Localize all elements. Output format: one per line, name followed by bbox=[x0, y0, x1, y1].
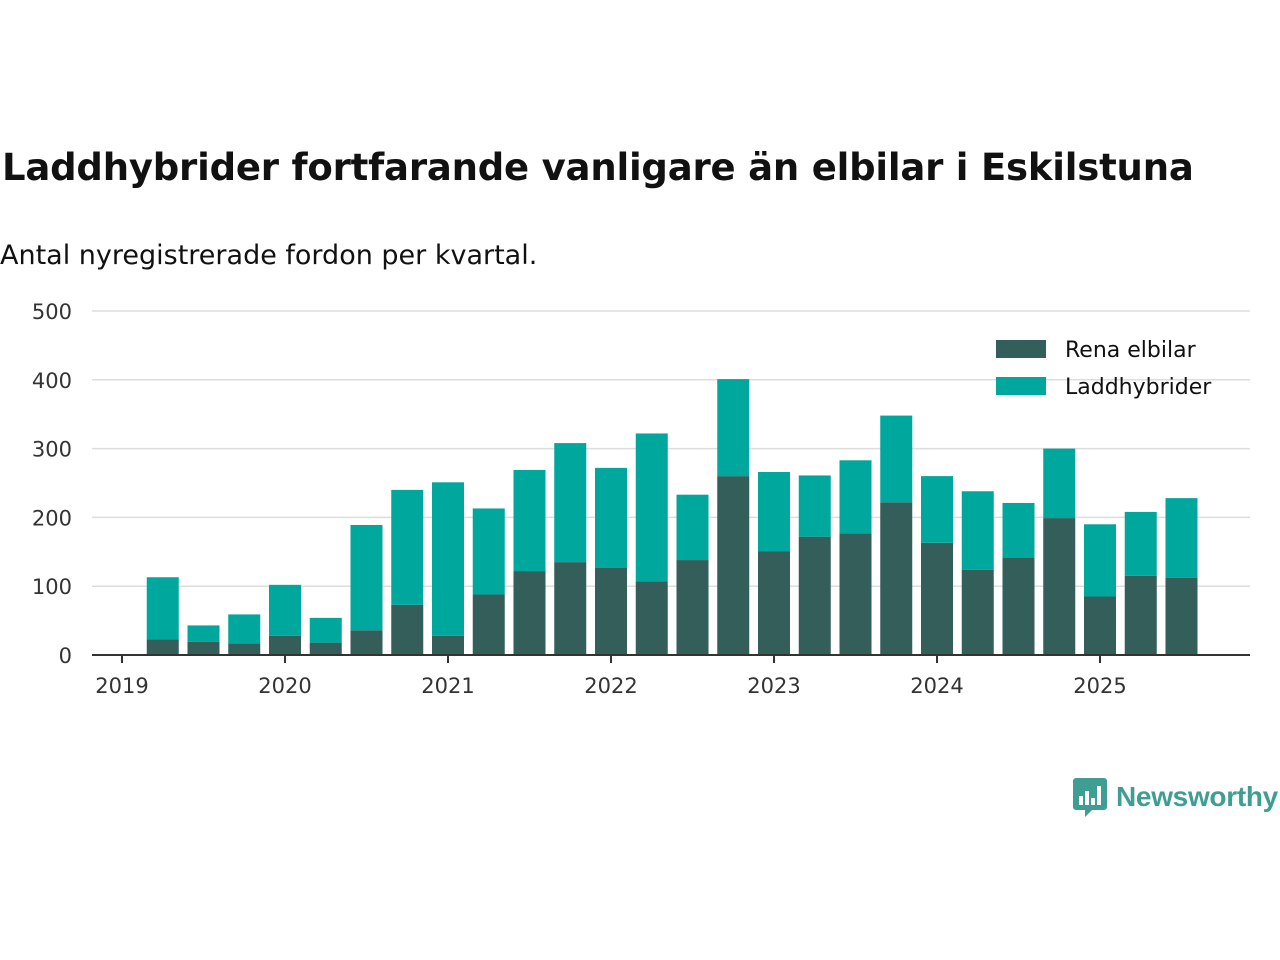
brand-name: Newsworthy bbox=[1116, 781, 1278, 812]
bar-rena-elbilar-2024-Q3 bbox=[1002, 557, 1035, 655]
legend-label-rena-elbilar: Rena elbilar bbox=[1065, 338, 1197, 363]
bar-laddhybrider-2024-Q3 bbox=[1002, 502, 1035, 558]
bar-laddhybrider-2021-Q2 bbox=[472, 508, 505, 595]
legend: Rena elbilar Laddhybrider bbox=[996, 338, 1212, 400]
bar-laddhybrider-2020-Q3 bbox=[350, 524, 383, 631]
legend-label-laddhybrider: Laddhybrider bbox=[1065, 375, 1212, 400]
bar-laddhybrider-2024-Q1 bbox=[921, 476, 953, 543]
chart-subtitle: Antal nyregistrerade fordon per kvartal. bbox=[0, 240, 538, 271]
bar-rena-elbilar-2023-Q2 bbox=[798, 536, 831, 655]
bar-rena-elbilar-2021-Q3 bbox=[513, 571, 546, 655]
bar-laddhybrider-2022-Q3 bbox=[676, 494, 709, 561]
bar-rena-elbilar-2025-Q3 bbox=[1165, 577, 1198, 655]
x-tick-label-2020: 2020 bbox=[258, 674, 311, 698]
bar-laddhybrider-2020-Q2 bbox=[309, 617, 342, 643]
bar-laddhybrider-2023-Q3 bbox=[839, 460, 872, 534]
chart-title: Laddhybrider fortfarande vanligare än el… bbox=[2, 146, 1194, 189]
bar-rena-elbilar-2021-Q2 bbox=[472, 594, 505, 655]
bar-rena-elbilar-2020-Q4 bbox=[391, 604, 424, 655]
bar-laddhybrider-2019-Q2 bbox=[146, 577, 179, 640]
bar-laddhybrider-2020-Q1 bbox=[269, 584, 301, 636]
bar-rena-elbilar-2021-Q1 bbox=[432, 635, 464, 655]
bar-rena-elbilar-2022-Q1 bbox=[595, 567, 627, 655]
newsworthy-logo: Newsworthy bbox=[1072, 776, 1278, 818]
bar-laddhybrider-2025-Q3 bbox=[1165, 498, 1198, 578]
bar-laddhybrider-2023-Q2 bbox=[798, 475, 831, 537]
bar-laddhybrider-2022-Q1 bbox=[595, 467, 627, 568]
bar-rena-elbilar-2020-Q1 bbox=[269, 635, 301, 655]
bar-rena-elbilar-2022-Q2 bbox=[635, 581, 668, 655]
bar-laddhybrider-2023-Q4 bbox=[880, 415, 913, 503]
bar-rena-elbilar-2023-Q1 bbox=[758, 551, 790, 655]
bar-rena-elbilar-2024-Q1 bbox=[921, 542, 953, 655]
legend-swatch-rena-elbilar bbox=[996, 340, 1046, 358]
bar-rena-elbilar-2023-Q4 bbox=[880, 502, 913, 655]
y-tick-label-200: 200 bbox=[32, 506, 72, 530]
y-tick-label-0: 0 bbox=[59, 644, 72, 668]
bar-rena-elbilar-2025-Q2 bbox=[1124, 575, 1157, 655]
y-axis-ticks: 0 100 200 300 400 500 bbox=[32, 300, 72, 668]
bar-laddhybrider-2021-Q1 bbox=[432, 482, 464, 636]
bar-rena-elbilar-2021-Q4 bbox=[554, 562, 587, 655]
y-tick-label-100: 100 bbox=[32, 575, 72, 599]
y-tick-label-500: 500 bbox=[32, 300, 72, 324]
bar-rena-elbilar-2019-Q2 bbox=[146, 639, 179, 655]
bar-laddhybrider-2023-Q1 bbox=[758, 471, 790, 552]
newsworthy-logo-icon bbox=[1073, 778, 1107, 817]
bar-laddhybrider-2024-Q4 bbox=[1043, 448, 1076, 519]
y-tick-label-400: 400 bbox=[32, 369, 72, 393]
bar-laddhybrider-2022-Q4 bbox=[717, 379, 750, 477]
bars bbox=[146, 379, 1198, 655]
bar-laddhybrider-2019-Q4 bbox=[228, 614, 261, 644]
x-tick-label-2022: 2022 bbox=[584, 674, 637, 698]
bar-laddhybrider-2025-Q1 bbox=[1084, 524, 1116, 597]
x-tick-label-2019: 2019 bbox=[95, 674, 148, 698]
bar-laddhybrider-2024-Q2 bbox=[961, 491, 994, 570]
bar-rena-elbilar-2019-Q3 bbox=[187, 641, 220, 655]
bar-rena-elbilar-2022-Q3 bbox=[676, 560, 709, 655]
x-axis: 2019 2020 2021 2022 2023 2024 2025 bbox=[92, 654, 1250, 698]
bar-laddhybrider-2022-Q2 bbox=[635, 433, 668, 582]
bar-laddhybrider-2019-Q3 bbox=[187, 625, 220, 642]
x-tick-label-2024: 2024 bbox=[910, 674, 963, 698]
x-tick-label-2025: 2025 bbox=[1073, 674, 1126, 698]
legend-swatch-laddhybrider bbox=[996, 377, 1046, 395]
bar-rena-elbilar-2020-Q3 bbox=[350, 630, 383, 655]
bar-laddhybrider-2021-Q4 bbox=[554, 443, 587, 563]
bar-rena-elbilar-2022-Q4 bbox=[717, 476, 750, 655]
bar-laddhybrider-2025-Q2 bbox=[1124, 511, 1157, 576]
bar-rena-elbilar-2019-Q4 bbox=[228, 643, 261, 655]
y-tick-label-300: 300 bbox=[32, 438, 72, 462]
bar-laddhybrider-2021-Q3 bbox=[513, 469, 546, 572]
x-tick-label-2021: 2021 bbox=[421, 674, 474, 698]
bar-rena-elbilar-2024-Q2 bbox=[961, 569, 994, 655]
bar-laddhybrider-2020-Q4 bbox=[391, 489, 424, 605]
x-tick-label-2023: 2023 bbox=[747, 674, 800, 698]
bar-rena-elbilar-2023-Q3 bbox=[839, 533, 872, 655]
bar-rena-elbilar-2020-Q2 bbox=[309, 642, 342, 655]
bar-rena-elbilar-2025-Q1 bbox=[1084, 596, 1116, 655]
bar-rena-elbilar-2024-Q4 bbox=[1043, 518, 1076, 655]
